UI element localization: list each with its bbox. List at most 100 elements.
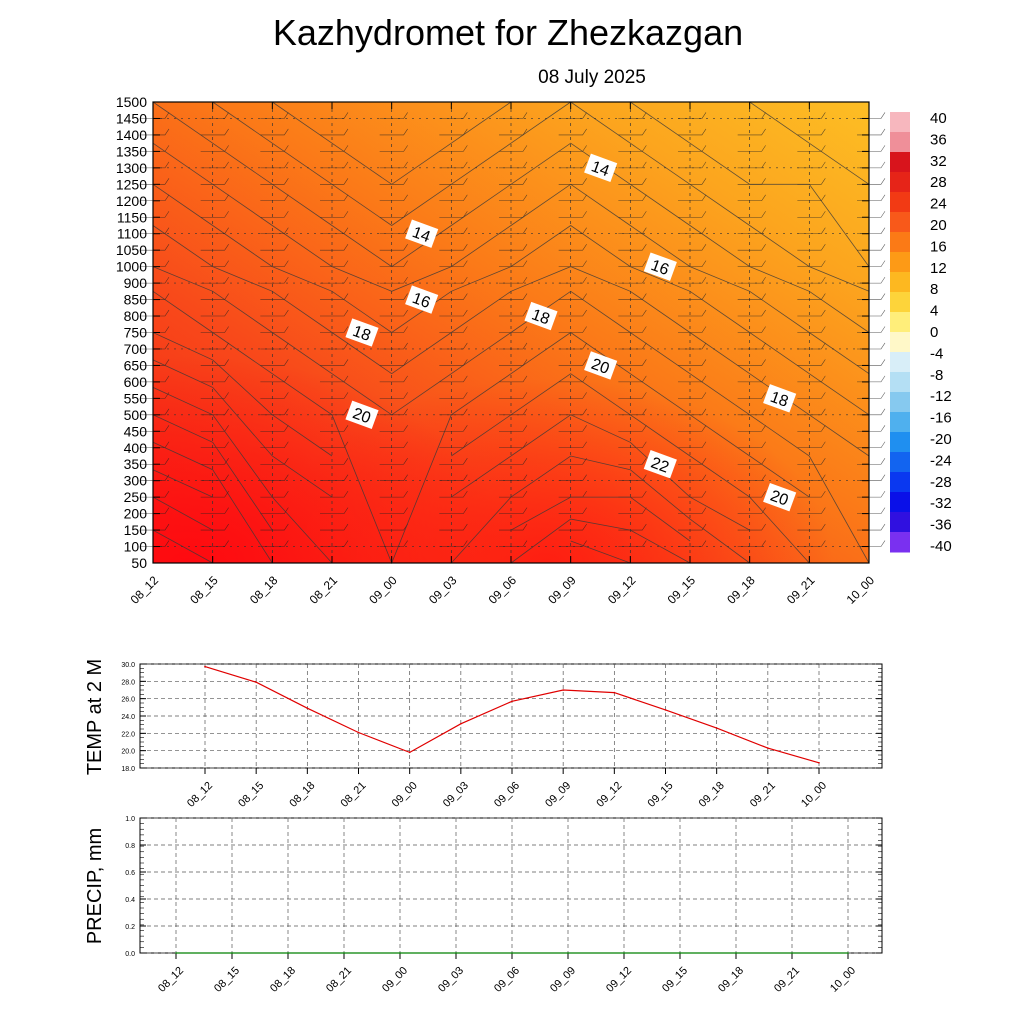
wind-barb [678, 474, 707, 481]
temp-xtick-label: 09_15 [646, 780, 676, 810]
heatmap-ytick-label: 50 [131, 555, 147, 571]
heatmap-ytick-label: 1250 [116, 176, 147, 192]
heatmap-ytick-label: 1500 [116, 94, 147, 110]
wind-barb [499, 490, 528, 498]
wind-barb [141, 128, 170, 136]
wind-barb [558, 260, 587, 267]
wind-barb [797, 342, 826, 350]
wind-barb [499, 244, 528, 251]
wind-barb [499, 408, 528, 416]
wind-barb [737, 392, 766, 399]
wind-barb [737, 342, 766, 350]
wind-barb [439, 178, 468, 185]
temp-ytick-label: 18.0 [121, 766, 135, 773]
colorbar-tick-label: -16 [930, 410, 952, 427]
wind-barb [797, 540, 826, 547]
temp-xtick-label: 09_06 [492, 780, 522, 810]
wind-barb [678, 194, 707, 202]
temp-ytick-label: 30.0 [121, 662, 135, 669]
precip-data-point [231, 952, 233, 954]
contour-label-bg [584, 153, 618, 183]
wind-barb [558, 194, 587, 202]
precip-data-point [791, 952, 793, 954]
wind-barb [439, 276, 468, 284]
wind-barb [499, 293, 528, 300]
wind-barb [439, 474, 468, 481]
wind-barb [141, 244, 170, 251]
wind-barb [379, 260, 408, 267]
wind-barb [499, 474, 528, 481]
wind-barb [439, 227, 468, 234]
isotherm-line [152, 183, 870, 416]
precip-xtick-label: 09_06 [492, 965, 522, 995]
contour-label-text: 16 [410, 290, 433, 312]
wind-barb [618, 540, 647, 547]
contour-label-bg [345, 318, 379, 347]
heatmap-xtick-label: 08_18 [247, 573, 281, 607]
wind-barb [141, 161, 170, 169]
wind-barb [499, 178, 528, 185]
wind-barb [797, 128, 826, 136]
wind-barb [141, 425, 170, 432]
temp-data-point [715, 727, 718, 729]
heatmap-ytick-label: 1050 [116, 242, 147, 258]
heatmap-ytick-label: 750 [124, 325, 148, 341]
wind-barb [141, 408, 170, 416]
wind-barb [200, 112, 229, 119]
wind-barb [678, 540, 707, 547]
wind-barb [379, 474, 408, 481]
heatmap-ytick-label: 1350 [116, 143, 147, 159]
wind-barb [141, 276, 170, 284]
wind-barb [439, 392, 468, 399]
wind-barb [320, 128, 349, 136]
wind-barb [320, 507, 349, 514]
precip-xtick-label: 09_15 [660, 965, 690, 995]
wind-barb [260, 194, 289, 202]
wind-barb [320, 458, 349, 465]
wind-barb [678, 342, 707, 350]
wind-barb [499, 425, 528, 432]
wind-barb [618, 507, 647, 514]
wind-barb [499, 227, 528, 234]
wind-barb [737, 194, 766, 202]
wind-barb [141, 178, 170, 185]
wind-barb [141, 309, 170, 317]
wind-barb [797, 425, 826, 432]
contour-label: 16 [405, 285, 439, 314]
contour-label-bg [524, 301, 558, 331]
heatmap-ytick-label: 650 [124, 357, 148, 373]
wind-barb [320, 392, 349, 399]
wind-barb [141, 490, 170, 498]
precip-data-point [175, 952, 177, 954]
heatmap-xtick-label: 09_03 [426, 573, 460, 607]
wind-barb [379, 128, 408, 136]
wind-barb [618, 474, 647, 481]
precip-xtick-label: 08_21 [324, 965, 354, 995]
wind-barb [379, 540, 408, 547]
precip-xtick-label: 10_00 [828, 965, 858, 995]
colorbar-tick-label: -36 [930, 517, 952, 534]
wind-barb [678, 490, 707, 498]
wind-barb [200, 260, 229, 267]
wind-barb [678, 112, 707, 119]
colorbar-swatch [890, 172, 910, 193]
wind-barb [558, 458, 587, 465]
wind-barb [439, 425, 468, 432]
heatmap-y-axis: 5010015020025030035040045050055060065070… [116, 94, 869, 571]
wind-barb [558, 441, 587, 449]
temp-xtick-label: 09_21 [748, 780, 778, 810]
heatmap-xtick-label: 08_12 [128, 573, 162, 607]
wind-barb [499, 392, 528, 399]
wind-barb [499, 161, 528, 169]
heatmap-xtick-label: 09_12 [605, 573, 639, 607]
wind-barb [439, 161, 468, 169]
temp-xtick-label: 09_00 [390, 780, 420, 810]
temp-ytick-label: 24.0 [121, 714, 135, 721]
heatmap-xtick-label: 09_21 [784, 573, 818, 607]
colorbar-swatch [890, 312, 910, 333]
wind-barb [797, 276, 826, 284]
heatmap-ytick-label: 550 [124, 390, 148, 406]
heatmap-xtick-label: 09_18 [724, 573, 758, 607]
wind-barb [200, 441, 229, 449]
contour-label: 16 [643, 252, 677, 281]
